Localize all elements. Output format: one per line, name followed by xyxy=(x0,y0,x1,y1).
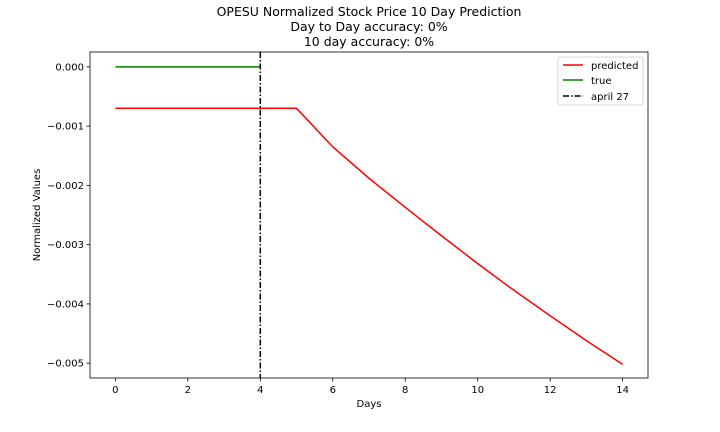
x-tick-label: 8 xyxy=(402,385,408,396)
plot-frame xyxy=(89,51,649,379)
y-axis-label: Normalized Values xyxy=(32,169,43,262)
x-tick-label: 14 xyxy=(616,385,629,396)
x-axis-label: Days xyxy=(357,399,382,410)
y-tick-label: −0.005 xyxy=(47,359,84,370)
x-axis-ticks: 0 2 4 6 8 10 12 14 xyxy=(112,378,629,396)
series-line-predicted xyxy=(115,107,624,365)
y-tick-label: 0.000 xyxy=(55,62,84,73)
x-tick-label: 4 xyxy=(257,385,263,396)
chart-title-line-3: 10 day accuracy: 0% xyxy=(304,34,434,49)
x-tick-label: 0 xyxy=(112,385,118,396)
legend: predicted true april 27 xyxy=(557,56,644,106)
legend-label-april-27: april 27 xyxy=(591,92,629,103)
x-tick-label: 6 xyxy=(330,385,336,396)
plot-content xyxy=(115,52,624,378)
legend-label-true: true xyxy=(591,76,612,87)
y-axis-ticks: 0.000 −0.001 −0.002 −0.003 −0.004 −0.005 xyxy=(47,62,90,370)
legend-box xyxy=(557,56,644,106)
y-tick-label: −0.003 xyxy=(47,240,84,251)
x-tick-label: 12 xyxy=(544,385,557,396)
y-tick-label: −0.004 xyxy=(47,299,84,310)
chart-title: OPESU Normalized Stock Price 10 Day Pred… xyxy=(217,4,522,49)
legend-label-predicted: predicted xyxy=(591,61,638,72)
chart-title-line-1: OPESU Normalized Stock Price 10 Day Pred… xyxy=(217,4,522,19)
x-tick-label: 2 xyxy=(185,385,191,396)
chart-title-line-2: Day to Day accuracy: 0% xyxy=(290,19,447,34)
x-tick-label: 10 xyxy=(471,385,484,396)
y-tick-label: −0.001 xyxy=(47,122,84,133)
y-tick-label: −0.002 xyxy=(47,181,84,192)
